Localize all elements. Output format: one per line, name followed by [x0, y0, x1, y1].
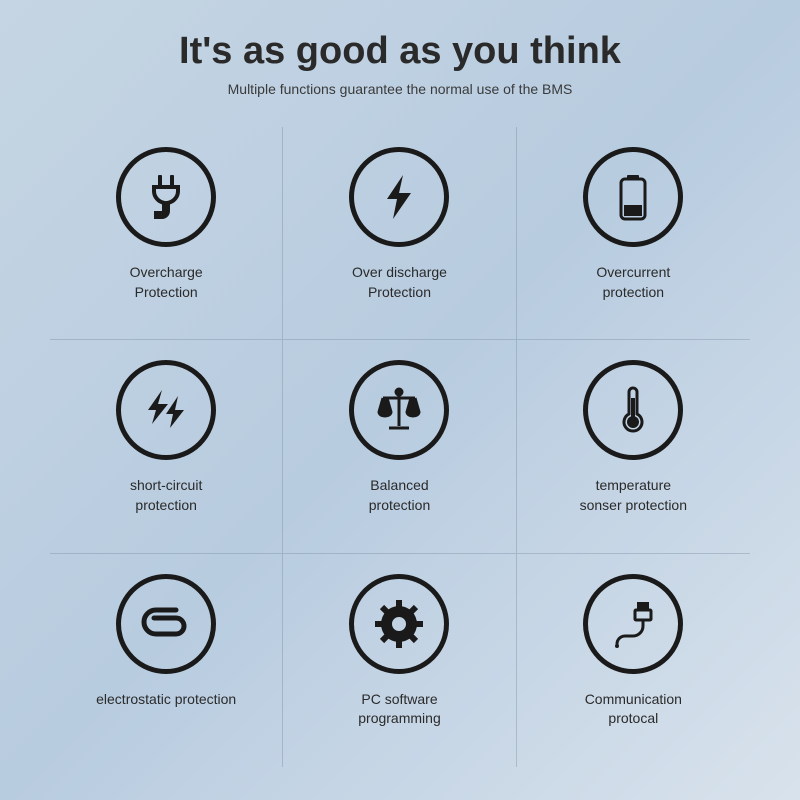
feature-label: Overcurrent protection: [596, 263, 670, 302]
gear-icon: [349, 574, 449, 674]
features-grid: Overcharge Protection Over discharge Pro…: [50, 127, 750, 767]
feature-overcurrent: Overcurrent protection: [517, 127, 750, 340]
usb-cable-icon: [583, 574, 683, 674]
thermometer-icon: [583, 360, 683, 460]
header: It's as good as you think Multiple funct…: [50, 30, 750, 97]
plug-icon: [116, 147, 216, 247]
feature-label: Balanced protection: [369, 476, 430, 515]
feature-label: electrostatic protection: [96, 690, 236, 710]
paperclip-icon: [116, 574, 216, 674]
feature-label: temperature sonser protection: [580, 476, 687, 515]
double-bolt-icon: [116, 360, 216, 460]
feature-temperature: temperature sonser protection: [517, 340, 750, 553]
feature-overdischarge: Over discharge Protection: [283, 127, 516, 340]
page-title: It's as good as you think: [50, 30, 750, 73]
feature-label: short-circuit protection: [130, 476, 202, 515]
feature-label: PC software programming: [358, 690, 440, 729]
feature-overcharge: Overcharge Protection: [50, 127, 283, 340]
scale-icon: [349, 360, 449, 460]
feature-balanced: Balanced protection: [283, 340, 516, 553]
feature-electrostatic: electrostatic protection: [50, 554, 283, 767]
feature-label: Over discharge Protection: [352, 263, 447, 302]
bolt-icon: [349, 147, 449, 247]
feature-label: Overcharge Protection: [130, 263, 203, 302]
feature-short-circuit: short-circuit protection: [50, 340, 283, 553]
page-subtitle: Multiple functions guarantee the normal …: [50, 81, 750, 97]
feature-pc-software: PC software programming: [283, 554, 516, 767]
battery-icon: [583, 147, 683, 247]
feature-communication: Communication protocal: [517, 554, 750, 767]
feature-label: Communication protocal: [585, 690, 682, 729]
